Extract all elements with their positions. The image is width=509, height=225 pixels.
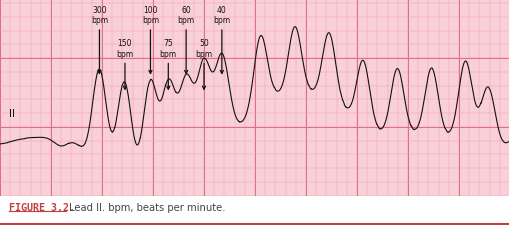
Text: 150
bpm: 150 bpm: [116, 39, 133, 90]
Text: Lead II. bpm, beats per minute.: Lead II. bpm, beats per minute.: [69, 202, 225, 212]
Text: II: II: [9, 108, 15, 119]
Text: FIGURE 3.2.: FIGURE 3.2.: [9, 202, 75, 212]
Text: 300
bpm: 300 bpm: [91, 6, 108, 74]
Text: 40
bpm: 40 bpm: [213, 6, 230, 74]
Text: 60
bpm: 60 bpm: [177, 6, 194, 74]
Text: 50
bpm: 50 bpm: [195, 39, 212, 90]
Text: 100
bpm: 100 bpm: [142, 6, 159, 74]
Text: 75
bpm: 75 bpm: [159, 39, 177, 90]
